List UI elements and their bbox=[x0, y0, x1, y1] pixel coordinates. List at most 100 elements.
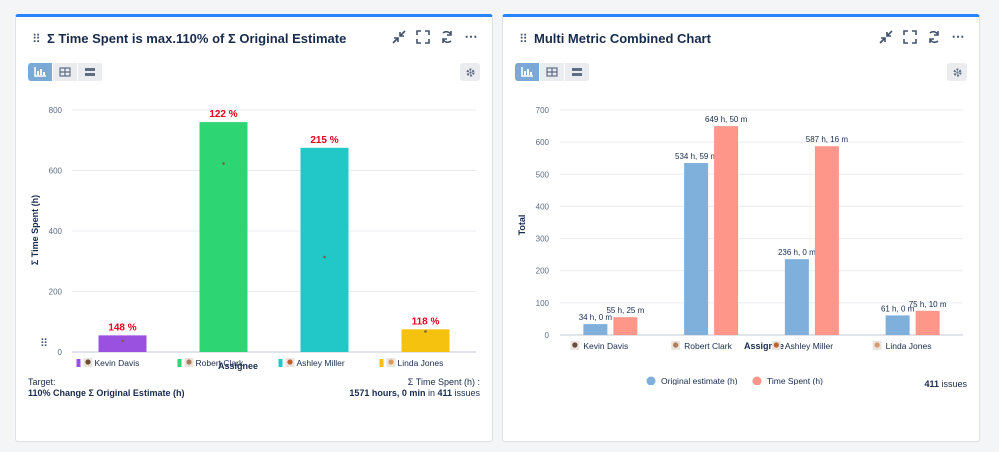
avatar-face bbox=[773, 342, 779, 348]
y-tick-label: 600 bbox=[49, 167, 63, 176]
bar bbox=[401, 329, 450, 352]
legend-marker bbox=[752, 376, 762, 385]
data-label: 75 h, 10 m bbox=[909, 300, 947, 309]
summary-value: 1571 hours, 0 min bbox=[349, 388, 426, 398]
data-label: 61 h, 0 m bbox=[881, 304, 915, 313]
panel-title: Σ Time Spent is max.110% of Σ Original E… bbox=[47, 31, 347, 46]
minimize-icon[interactable] bbox=[392, 30, 406, 44]
table-view-button[interactable] bbox=[540, 63, 565, 81]
bar bbox=[300, 147, 349, 352]
gadget-panel-multi-metric: ⠿ Multi Metric Combined Chart ⋯ Total As… bbox=[502, 14, 980, 442]
bar bbox=[784, 259, 809, 335]
target-marker bbox=[424, 330, 427, 333]
target-info: Target: 110% Change Σ Original Estimate … bbox=[28, 377, 184, 399]
target-marker bbox=[222, 162, 225, 165]
data-label: 55 h, 25 m bbox=[606, 306, 644, 315]
legend-label: Original estimate (h) bbox=[661, 376, 738, 385]
y-tick-label: 200 bbox=[536, 267, 550, 276]
y-tick-label: 400 bbox=[536, 202, 550, 211]
y-axis-label: Σ Time Spent (h) bbox=[30, 195, 40, 265]
target-label: Target: bbox=[28, 377, 56, 387]
settings-button[interactable] bbox=[947, 63, 967, 81]
x-tick-label: Robert Clark bbox=[684, 341, 732, 351]
x-axis-label: Assignee bbox=[744, 341, 784, 351]
more-icon[interactable]: ⋯ bbox=[464, 29, 478, 44]
target-value: 110% Change Σ Original Estimate (h) bbox=[28, 388, 185, 398]
y-tick-label: 400 bbox=[49, 227, 63, 236]
panel-title: Multi Metric Combined Chart bbox=[534, 31, 711, 46]
fullscreen-icon[interactable] bbox=[903, 30, 917, 44]
data-label: 34 h, 0 m bbox=[579, 313, 613, 322]
bar bbox=[814, 146, 839, 335]
x-tick-label: Linda Jones bbox=[886, 341, 932, 351]
gear-icon bbox=[952, 67, 962, 77]
percent-label: 215 % bbox=[310, 135, 338, 146]
avatar-face bbox=[673, 342, 679, 348]
bar bbox=[199, 122, 248, 352]
chart-view-button[interactable] bbox=[515, 63, 540, 81]
bar bbox=[583, 324, 608, 335]
percent-label: 118 % bbox=[412, 316, 440, 327]
bar bbox=[613, 317, 638, 335]
chart-time-spent: Σ Time Spent (h) Assignee ⠿ 0 200 400 600 80… bbox=[30, 106, 476, 371]
list-view-icon bbox=[85, 68, 95, 76]
legend-marker bbox=[646, 376, 656, 385]
chart-view-button[interactable] bbox=[28, 63, 53, 81]
list-view-button[interactable] bbox=[78, 63, 103, 81]
avatar-face bbox=[388, 359, 394, 365]
summary-count: 411 bbox=[437, 388, 452, 398]
legend-swatch bbox=[76, 359, 81, 367]
avatar-face bbox=[572, 342, 578, 348]
table-view-icon bbox=[59, 67, 71, 77]
summary-label: Σ Time Spent (h) : bbox=[407, 377, 480, 387]
drag-handle-icon[interactable]: ⠿ bbox=[519, 32, 528, 46]
y-tick-label: 700 bbox=[536, 106, 550, 115]
bar bbox=[98, 335, 147, 352]
x-tick-label: Ashley Miller bbox=[785, 341, 833, 351]
data-label: 649 h, 50 m bbox=[705, 115, 748, 124]
legend-swatch bbox=[177, 359, 182, 367]
y-axis-label: Total bbox=[517, 215, 527, 236]
target-marker bbox=[323, 255, 326, 259]
avatar-face bbox=[287, 359, 293, 365]
bar bbox=[915, 310, 940, 335]
issues-count: 411 bbox=[924, 379, 939, 389]
table-view-button[interactable] bbox=[53, 63, 78, 81]
list-view-icon bbox=[572, 68, 582, 76]
avatar-face bbox=[85, 359, 91, 365]
bar bbox=[684, 163, 709, 335]
settings-button[interactable] bbox=[460, 63, 480, 81]
summary-in: in bbox=[425, 388, 438, 398]
y-tick-label: 500 bbox=[536, 170, 550, 179]
target-marker bbox=[121, 339, 124, 343]
percent-label: 148 % bbox=[108, 322, 136, 333]
legend-swatch bbox=[379, 359, 384, 367]
summary-issues: issues bbox=[451, 388, 480, 398]
chart-view-icon bbox=[34, 67, 46, 77]
fullscreen-icon[interactable] bbox=[416, 30, 430, 44]
y-tick-label: 600 bbox=[536, 138, 550, 147]
gear-icon bbox=[465, 67, 475, 77]
chart-multi-metric: Total Assignee 0 100 200 300 400 500 600 700 34 … bbox=[517, 106, 963, 385]
bar bbox=[885, 315, 910, 335]
y-tick-label: 200 bbox=[49, 288, 63, 297]
legend-label: Time Spent (h) bbox=[767, 376, 823, 385]
refresh-icon[interactable] bbox=[440, 30, 454, 44]
view-toggle bbox=[515, 63, 590, 81]
more-icon[interactable]: ⋯ bbox=[951, 29, 965, 44]
x-tick-label: Ashley Miller bbox=[297, 358, 345, 368]
summary-info: Σ Time Spent (h) : 1571 hours, 0 min in … bbox=[349, 377, 480, 399]
issues-label: issues bbox=[938, 379, 967, 389]
drag-handle-icon[interactable]: ⠿ bbox=[32, 32, 41, 46]
avatar-face bbox=[186, 359, 192, 365]
x-tick-label: Kevin Davis bbox=[583, 341, 628, 351]
list-view-button[interactable] bbox=[565, 63, 590, 81]
chart-view-icon bbox=[521, 67, 533, 77]
legend-drag-icon[interactable]: ⠿ bbox=[40, 338, 48, 350]
table-view-icon bbox=[546, 67, 558, 77]
avatar-face bbox=[874, 342, 880, 348]
minimize-icon[interactable] bbox=[879, 30, 893, 44]
data-label: 236 h, 0 m bbox=[778, 248, 816, 257]
refresh-icon[interactable] bbox=[927, 30, 941, 44]
panel-header: ⠿ Σ Time Spent is max.110% of Σ Original… bbox=[16, 17, 492, 61]
